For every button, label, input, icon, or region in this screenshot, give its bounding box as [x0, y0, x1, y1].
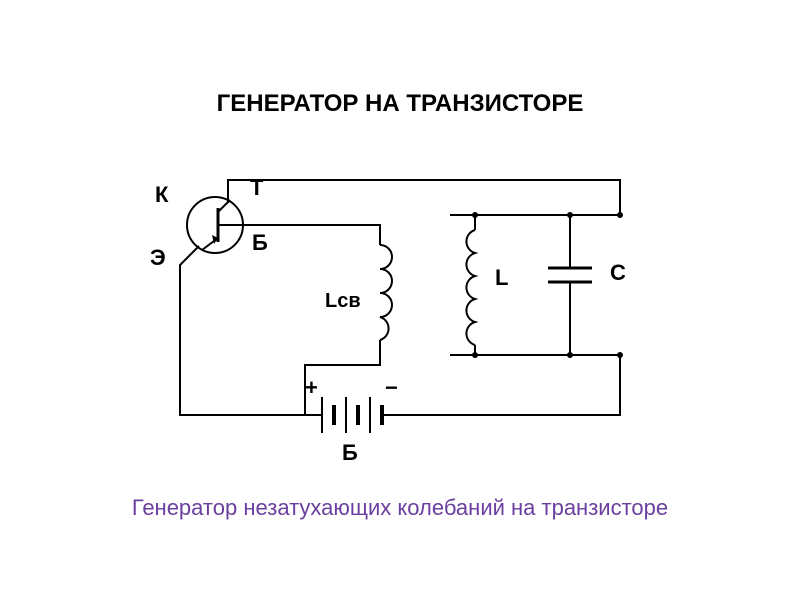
- label-C: С: [610, 260, 626, 286]
- label-L: L: [495, 265, 508, 291]
- inductor-lcb: [380, 245, 392, 340]
- label-Lcb: Lсв: [325, 290, 361, 313]
- node-5: [617, 212, 623, 218]
- label-B-battery: Б: [342, 440, 358, 466]
- node-1: [472, 212, 478, 218]
- label-T: Т: [250, 175, 263, 201]
- label-E: Э: [150, 245, 166, 271]
- wire-top-rail: [228, 180, 620, 215]
- transistor-collector-lead: [218, 200, 230, 212]
- label-K: К: [155, 182, 168, 208]
- wire-emitter-bottom: [180, 246, 322, 415]
- label-B-base: Б: [252, 230, 268, 256]
- label-plus: +: [305, 375, 318, 401]
- node-4: [567, 352, 573, 358]
- node-2: [472, 352, 478, 358]
- circuit-diagram: К Т Э Б Lсв L С + − Б: [100, 150, 660, 480]
- node-3: [567, 212, 573, 218]
- label-minus: −: [385, 375, 398, 401]
- caption: Генератор незатухающих колебаний на тран…: [132, 495, 668, 521]
- wire-bottom-right: [382, 355, 620, 415]
- node-6: [617, 352, 623, 358]
- page-title: ГЕНЕРАТОР НА ТРАНЗИСТОРЕ: [217, 90, 584, 118]
- inductor-l: [466, 230, 475, 345]
